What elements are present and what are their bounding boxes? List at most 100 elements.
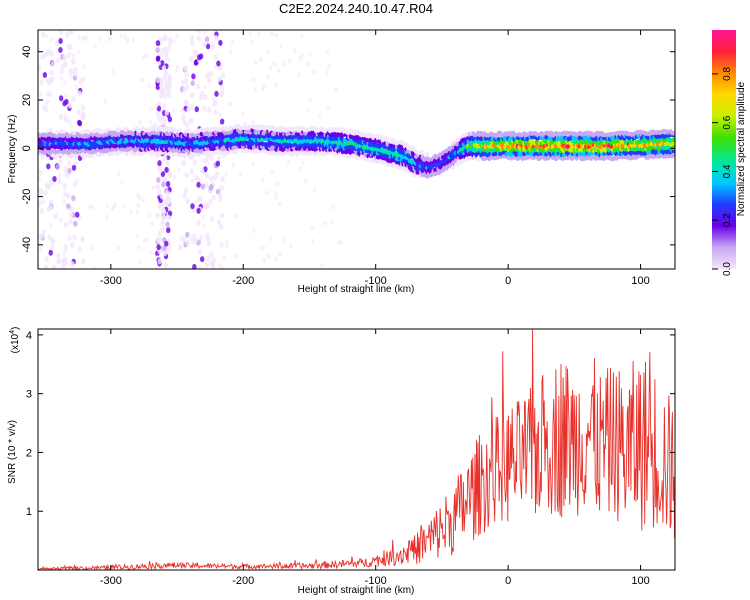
spectrum-speck <box>273 256 278 262</box>
spectrum-speck <box>197 249 203 256</box>
x-tick-label: 0 <box>505 275 511 287</box>
spectrum-speck <box>48 204 53 211</box>
spectrum-speck <box>165 160 170 167</box>
spectrum-speck <box>205 172 210 179</box>
spectrum-speck <box>149 250 154 256</box>
spectrum-speck <box>181 79 186 86</box>
spectrum-speck <box>145 236 149 242</box>
spectrum-speck <box>218 91 224 98</box>
spectrum-speck <box>203 84 207 90</box>
spectrum-speck <box>216 60 221 67</box>
spectrum-speck <box>202 223 206 229</box>
chart-title: C2E2.2024.240.10.47.R04 <box>279 1 433 16</box>
spectrum-point <box>671 130 675 136</box>
spectrum-speck <box>166 227 171 234</box>
spectrum-point <box>59 129 65 134</box>
spectrum-speck <box>329 219 334 225</box>
spectrum-point <box>671 137 675 143</box>
spectrum-speck <box>53 213 58 220</box>
spectrum-speck <box>85 35 89 41</box>
spectrum-speck <box>269 236 273 242</box>
spectrum-speck <box>76 109 82 116</box>
spectrum-point <box>86 129 92 135</box>
spectrum-speck <box>165 190 170 197</box>
spectrum-speck <box>216 76 222 83</box>
spectrum-speck <box>72 52 76 58</box>
spectrum-speck <box>274 191 278 197</box>
spectrum-point <box>116 127 122 133</box>
spectrum-speck <box>177 168 181 173</box>
spectrum-speck <box>149 106 154 112</box>
spectrum-speck <box>281 236 286 242</box>
spectrum-speck <box>195 83 201 90</box>
spectrum-speck <box>163 85 168 92</box>
spectrum-speck <box>59 68 65 75</box>
snr-y-multiplier: (x104) <box>9 327 21 354</box>
spectrum-speck <box>150 221 154 227</box>
spectrum-speck <box>166 91 171 98</box>
spectrum-speck <box>228 101 233 107</box>
spectrum-speck <box>165 221 170 228</box>
spectrum-speck <box>58 37 63 44</box>
spectrum-speck <box>77 35 82 41</box>
spectrum-speck <box>218 39 223 46</box>
spectrum-speck <box>209 251 214 258</box>
spectrum-speck <box>160 221 165 228</box>
spectrum-speck <box>66 52 72 59</box>
spectrum-speck <box>214 90 219 97</box>
spectrum-speck <box>156 78 161 84</box>
spectrum-point <box>204 127 209 132</box>
colorbar-tick-label: 0.6 <box>722 115 733 129</box>
spectrum-speck <box>185 239 191 246</box>
spectrum-speck <box>339 239 344 245</box>
spectrum-speck <box>215 160 221 167</box>
spectrum-speck <box>52 176 57 183</box>
spectrum-speck <box>73 66 78 73</box>
spectrum-speck <box>217 65 222 72</box>
snr-x-ticks: -300 -200 -100 0 100 <box>100 329 650 587</box>
spectrum-speck <box>209 259 214 266</box>
spectrum-speck <box>162 155 168 162</box>
spectrum-speck <box>64 93 68 99</box>
spectrum-speck <box>194 175 199 182</box>
spectrum-speck <box>69 73 73 79</box>
spectrum-speck <box>42 71 48 78</box>
spectrum-point <box>450 164 455 170</box>
spectrum-speck <box>71 195 76 202</box>
spectrum-speck <box>287 58 292 64</box>
spectrum-speck <box>70 206 75 212</box>
spectrum-speck <box>39 207 45 214</box>
spectrum-speck <box>190 203 195 210</box>
spectrum-speck <box>54 265 58 269</box>
spectrum-speck <box>51 237 56 244</box>
snr-y-ticks: 1 2 3 4 <box>26 330 675 518</box>
spectrum-point <box>110 151 115 157</box>
spectrum-speck <box>178 244 183 251</box>
spectrum-speck <box>189 34 194 41</box>
spectrum-speck <box>163 262 168 269</box>
spectrum-speck <box>270 31 274 37</box>
spectrum-speck <box>184 172 189 179</box>
spectrum-speck <box>116 245 121 250</box>
spectrum-speck <box>175 64 180 70</box>
spectrum-speck <box>136 244 141 250</box>
spectrum-speck <box>50 60 56 67</box>
spectrum-speck <box>63 221 69 228</box>
spectrum-speck <box>67 160 72 167</box>
spectrogram-marks <box>38 30 675 269</box>
spectrum-speck <box>185 231 190 238</box>
spectrum-speck <box>301 160 306 166</box>
spectrum-point <box>177 128 182 134</box>
spectrum-speck <box>218 112 222 118</box>
spectrum-speck <box>156 237 161 244</box>
spectrum-speck <box>273 82 278 88</box>
x-tick-label: 100 <box>631 275 649 287</box>
spectrum-speck <box>58 95 64 102</box>
spectrum-speck <box>167 247 172 254</box>
spectrum-speck <box>38 188 44 195</box>
spectrum-speck <box>49 37 53 43</box>
spectrum-speck <box>219 184 224 191</box>
spectrum-speck <box>164 109 169 116</box>
spectrum-speck <box>169 39 174 44</box>
spectrum-speck <box>160 47 165 54</box>
